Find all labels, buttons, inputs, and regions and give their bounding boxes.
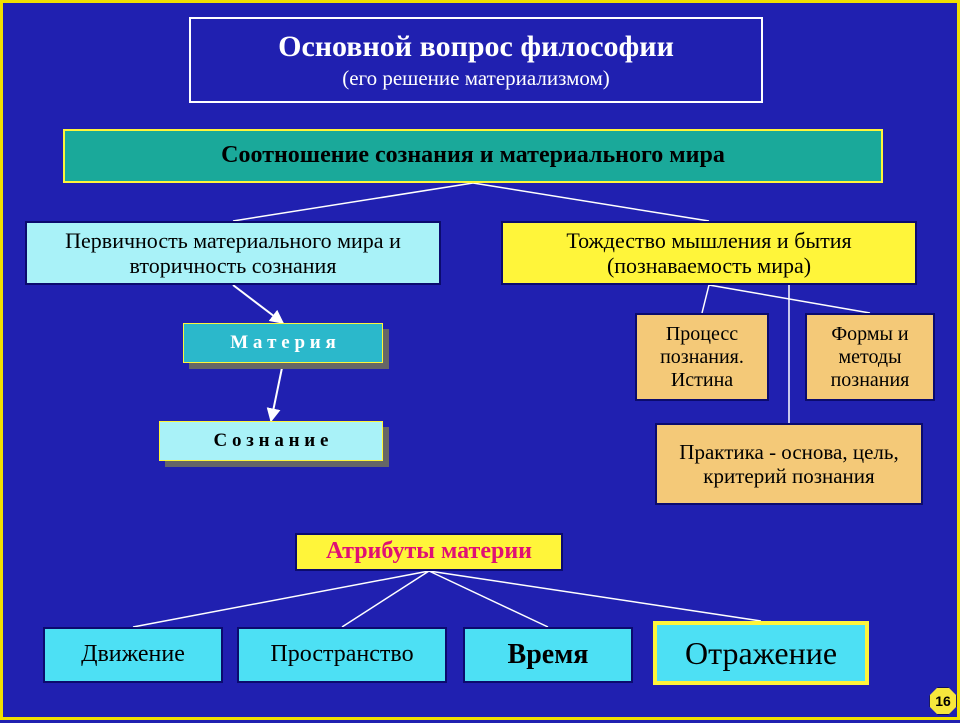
node-forms: Формы и методы познания (805, 313, 935, 401)
node-process: Процесс познания. Истина (635, 313, 769, 401)
node-identity: Тождество мышления и бытия (познаваемост… (501, 221, 917, 285)
node-reflection: Отражение (653, 621, 869, 685)
page-number: 16 (935, 693, 951, 709)
node-practice: Практика - основа, цель, критерий познан… (655, 423, 923, 505)
page-number-badge: 16 (929, 687, 957, 715)
node-reflection-label: Отражение (685, 635, 837, 672)
node-motion: Движение (43, 627, 223, 683)
node-attributes-label: Атрибуты материи (326, 538, 532, 566)
node-process-label: Процесс познания. Истина (645, 323, 759, 392)
node-space-label: Пространство (270, 641, 413, 669)
node-practice-label: Практика - основа, цель, критерий познан… (665, 440, 913, 488)
title-box: Основной вопрос философии (его решение м… (189, 17, 763, 103)
node-relation: Соотношение сознания и материального мир… (63, 129, 883, 183)
node-forms-label: Формы и методы познания (815, 323, 925, 392)
node-relation-label: Соотношение сознания и материального мир… (221, 142, 725, 170)
node-motion-label: Движение (81, 641, 185, 669)
node-primacy-label: Первичность материального мира и вторичн… (35, 228, 431, 279)
node-attributes: Атрибуты материи (295, 533, 563, 571)
node-time-label: Время (508, 639, 589, 671)
title-text: Основной вопрос философии (278, 30, 674, 65)
node-consciousness: С о з н а н и е (159, 421, 383, 461)
node-space: Пространство (237, 627, 447, 683)
node-consciousness-label: С о з н а н и е (214, 430, 329, 452)
node-identity-label: Тождество мышления и бытия (познаваемост… (511, 228, 907, 279)
node-primacy: Первичность материального мира и вторичн… (25, 221, 441, 285)
node-time: Время (463, 627, 633, 683)
node-matter: М а т е р и я (183, 323, 383, 363)
node-matter-label: М а т е р и я (230, 332, 336, 354)
subtitle-text: (его решение материализмом) (278, 66, 674, 90)
